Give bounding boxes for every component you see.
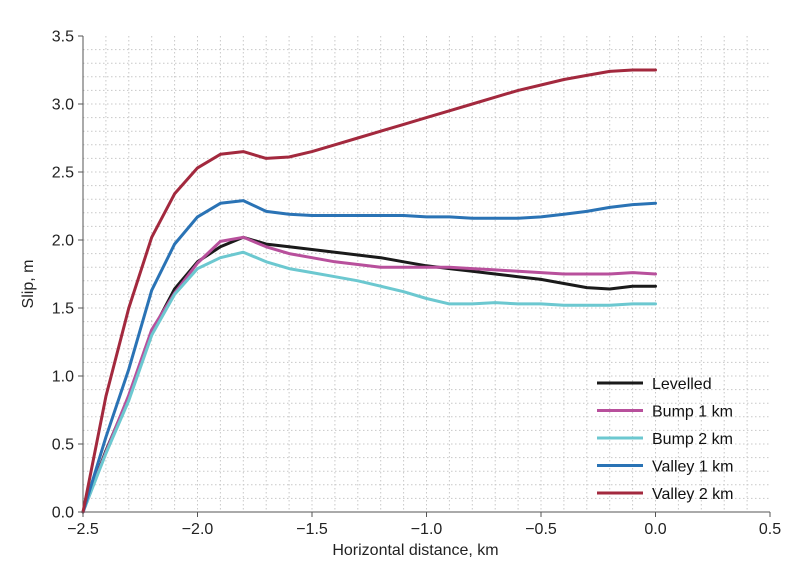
x-tick-label: −0.5 [525, 521, 557, 538]
x-tick-label: −1.0 [411, 521, 443, 538]
y-tick-label: 2.5 [52, 165, 74, 182]
series-line-bump-1-km [81, 235, 657, 514]
y-tick-label: 1.0 [52, 369, 74, 386]
legend-label-valley-1-km: Valley 1 km [652, 459, 734, 476]
x-tick-label: 0.0 [644, 521, 666, 538]
y-tick-label: 3.5 [52, 29, 74, 46]
legend-label-bump-2-km: Bump 2 km [652, 431, 733, 448]
y-tick-label: 2.0 [52, 233, 74, 250]
x-tick-label: −2.0 [182, 521, 214, 538]
x-tick-label: −1.5 [296, 521, 328, 538]
x-tick-label: 0.5 [759, 521, 781, 538]
legend-label-levelled: Levelled [652, 376, 712, 393]
series-line-valley-2-km [81, 68, 657, 514]
y-tick-label: 3.0 [52, 97, 74, 114]
x-axis-label: Horizontal distance, km [332, 542, 498, 559]
y-axis-label: Slip, m [20, 260, 37, 309]
series-line-bump-2-km [81, 250, 657, 514]
y-tick-label: 0.0 [52, 505, 74, 522]
series-line-valley-1-km [81, 199, 657, 514]
tick-labels: −2.5 −2.0 −1.5 −1.0 −0.5 0.0 0.5 0.0 0.5 1.0 1.5 2.… [52, 29, 781, 539]
x-tick-label: −2.5 [67, 521, 99, 538]
legend-label-bump-1-km: Bump 1 km [652, 404, 733, 421]
series-lines [81, 68, 657, 514]
legend: Levelled Bump 1 km Bump 2 km Valley 1 km Val… [597, 376, 734, 503]
series-line-levelled [81, 235, 657, 514]
grid [83, 36, 770, 512]
y-tick-label: 1.5 [52, 301, 74, 318]
y-tick-label: 0.5 [52, 437, 74, 454]
legend-label-valley-2-km: Valley 2 km [652, 486, 734, 503]
